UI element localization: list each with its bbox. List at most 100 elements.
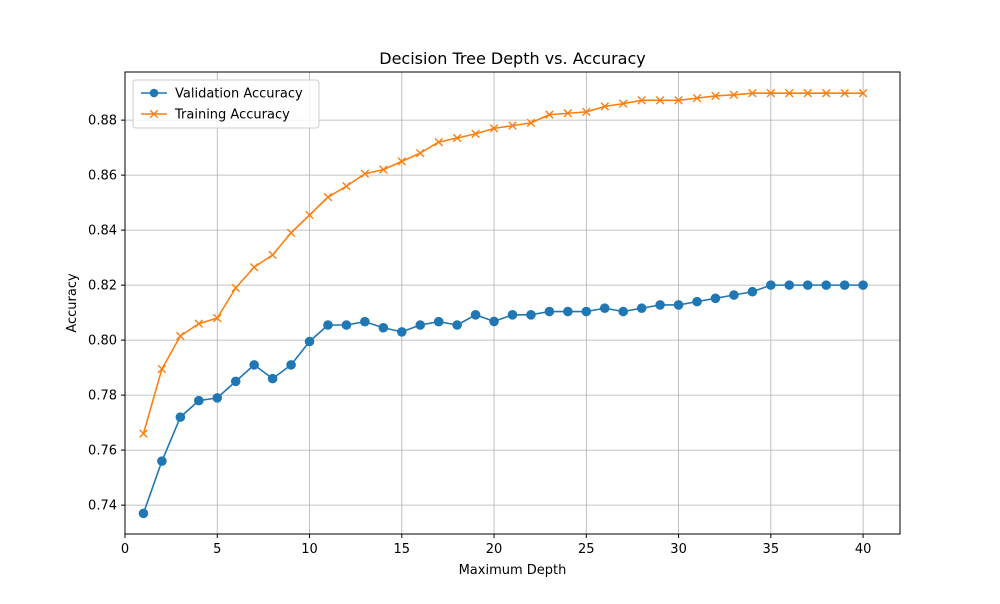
data-point xyxy=(452,320,462,330)
data-point xyxy=(618,99,628,108)
data-point xyxy=(840,88,849,98)
data-point xyxy=(286,360,296,370)
legend-marker xyxy=(149,88,159,98)
axis-ticks: 0 5 10 15 20 25 30 35 40 0.74 0.76 0.78 0.80 0.82 0.84… xyxy=(88,114,871,557)
data-point xyxy=(545,110,554,119)
data-point xyxy=(526,310,536,320)
data-point xyxy=(470,310,481,320)
data-point xyxy=(581,306,592,317)
data-point xyxy=(655,300,665,310)
data-point xyxy=(434,137,443,147)
data-point xyxy=(305,210,314,220)
data-point xyxy=(802,280,813,290)
data-point xyxy=(599,303,610,314)
y-tick-label: 0.84 xyxy=(88,224,117,239)
data-point xyxy=(711,91,720,101)
series-line xyxy=(142,92,864,434)
chart-title: Decision Tree Depth vs. Accuracy xyxy=(379,49,645,68)
data-point xyxy=(267,373,278,384)
data-point xyxy=(323,320,333,330)
grid-lines xyxy=(124,72,900,534)
data-point xyxy=(157,456,167,466)
y-axis-label: Accuracy xyxy=(65,273,80,333)
data-point xyxy=(342,181,351,191)
y-tick-label: 0.74 xyxy=(88,499,117,514)
data-point xyxy=(249,360,259,370)
legend-marker xyxy=(149,109,159,119)
data-point xyxy=(858,280,868,290)
x-tick-label: 0 xyxy=(121,542,129,557)
legend: Validation Accuracy Training Accuracy xyxy=(132,79,320,129)
data-point xyxy=(304,336,315,347)
data-point xyxy=(415,320,426,330)
y-tick-label: 0.76 xyxy=(88,444,117,459)
series-training-accuracy xyxy=(139,88,868,438)
data-point xyxy=(452,133,462,143)
data-point xyxy=(397,157,407,166)
data-point xyxy=(821,280,831,290)
data-point xyxy=(858,88,868,98)
series-line xyxy=(142,284,864,514)
data-point xyxy=(249,262,259,272)
data-point xyxy=(194,319,204,328)
data-point xyxy=(692,296,702,307)
x-tick-label: 15 xyxy=(394,542,411,557)
data-point xyxy=(544,306,555,317)
data-point xyxy=(212,393,223,403)
data-point xyxy=(286,228,296,238)
plot-frame xyxy=(124,71,901,535)
x-tick-label: 40 xyxy=(855,542,872,557)
data-point xyxy=(194,395,204,406)
legend-item: Validation Accuracy xyxy=(141,87,303,102)
data-point xyxy=(268,250,277,260)
data-point xyxy=(508,121,517,130)
data-point xyxy=(637,96,646,105)
data-point xyxy=(729,290,739,300)
data-point xyxy=(692,93,702,103)
x-axis-label: Maximum Depth xyxy=(459,563,567,578)
x-tick-label: 20 xyxy=(486,542,503,557)
data-point xyxy=(138,508,149,519)
data-point xyxy=(230,376,241,387)
data-point xyxy=(748,88,757,98)
y-tick-label: 0.78 xyxy=(88,389,117,404)
data-point xyxy=(415,148,425,158)
data-point xyxy=(784,280,795,290)
series-layer xyxy=(138,88,868,519)
x-tick-label: 5 xyxy=(213,542,221,557)
data-point xyxy=(489,316,499,327)
y-tick-label: 0.80 xyxy=(88,334,117,349)
data-point xyxy=(526,118,536,128)
data-point xyxy=(729,90,739,100)
data-point xyxy=(139,429,148,438)
data-point xyxy=(600,102,610,111)
x-tick-label: 10 xyxy=(301,542,318,557)
data-point xyxy=(176,331,185,341)
data-point xyxy=(157,364,167,374)
data-point xyxy=(212,313,222,323)
legend-label: Training Accuracy xyxy=(174,108,290,123)
x-tick-label: 30 xyxy=(670,542,687,557)
data-point xyxy=(766,280,776,290)
y-tick-label: 0.88 xyxy=(88,114,117,129)
data-point xyxy=(821,88,831,98)
data-point xyxy=(673,300,684,310)
data-point xyxy=(766,88,776,98)
data-point xyxy=(378,322,389,333)
legend-label: Validation Accuracy xyxy=(175,87,303,102)
x-tick-label: 25 xyxy=(578,542,595,557)
data-point xyxy=(563,108,573,118)
data-point xyxy=(323,192,333,202)
data-point xyxy=(803,88,813,98)
data-point xyxy=(471,129,480,139)
data-point xyxy=(360,169,370,179)
data-point xyxy=(341,320,352,330)
data-point xyxy=(710,293,721,304)
data-point xyxy=(379,165,388,174)
data-point xyxy=(618,306,629,317)
data-point xyxy=(507,310,518,320)
series-validation-accuracy xyxy=(138,280,868,519)
data-point xyxy=(674,96,683,105)
